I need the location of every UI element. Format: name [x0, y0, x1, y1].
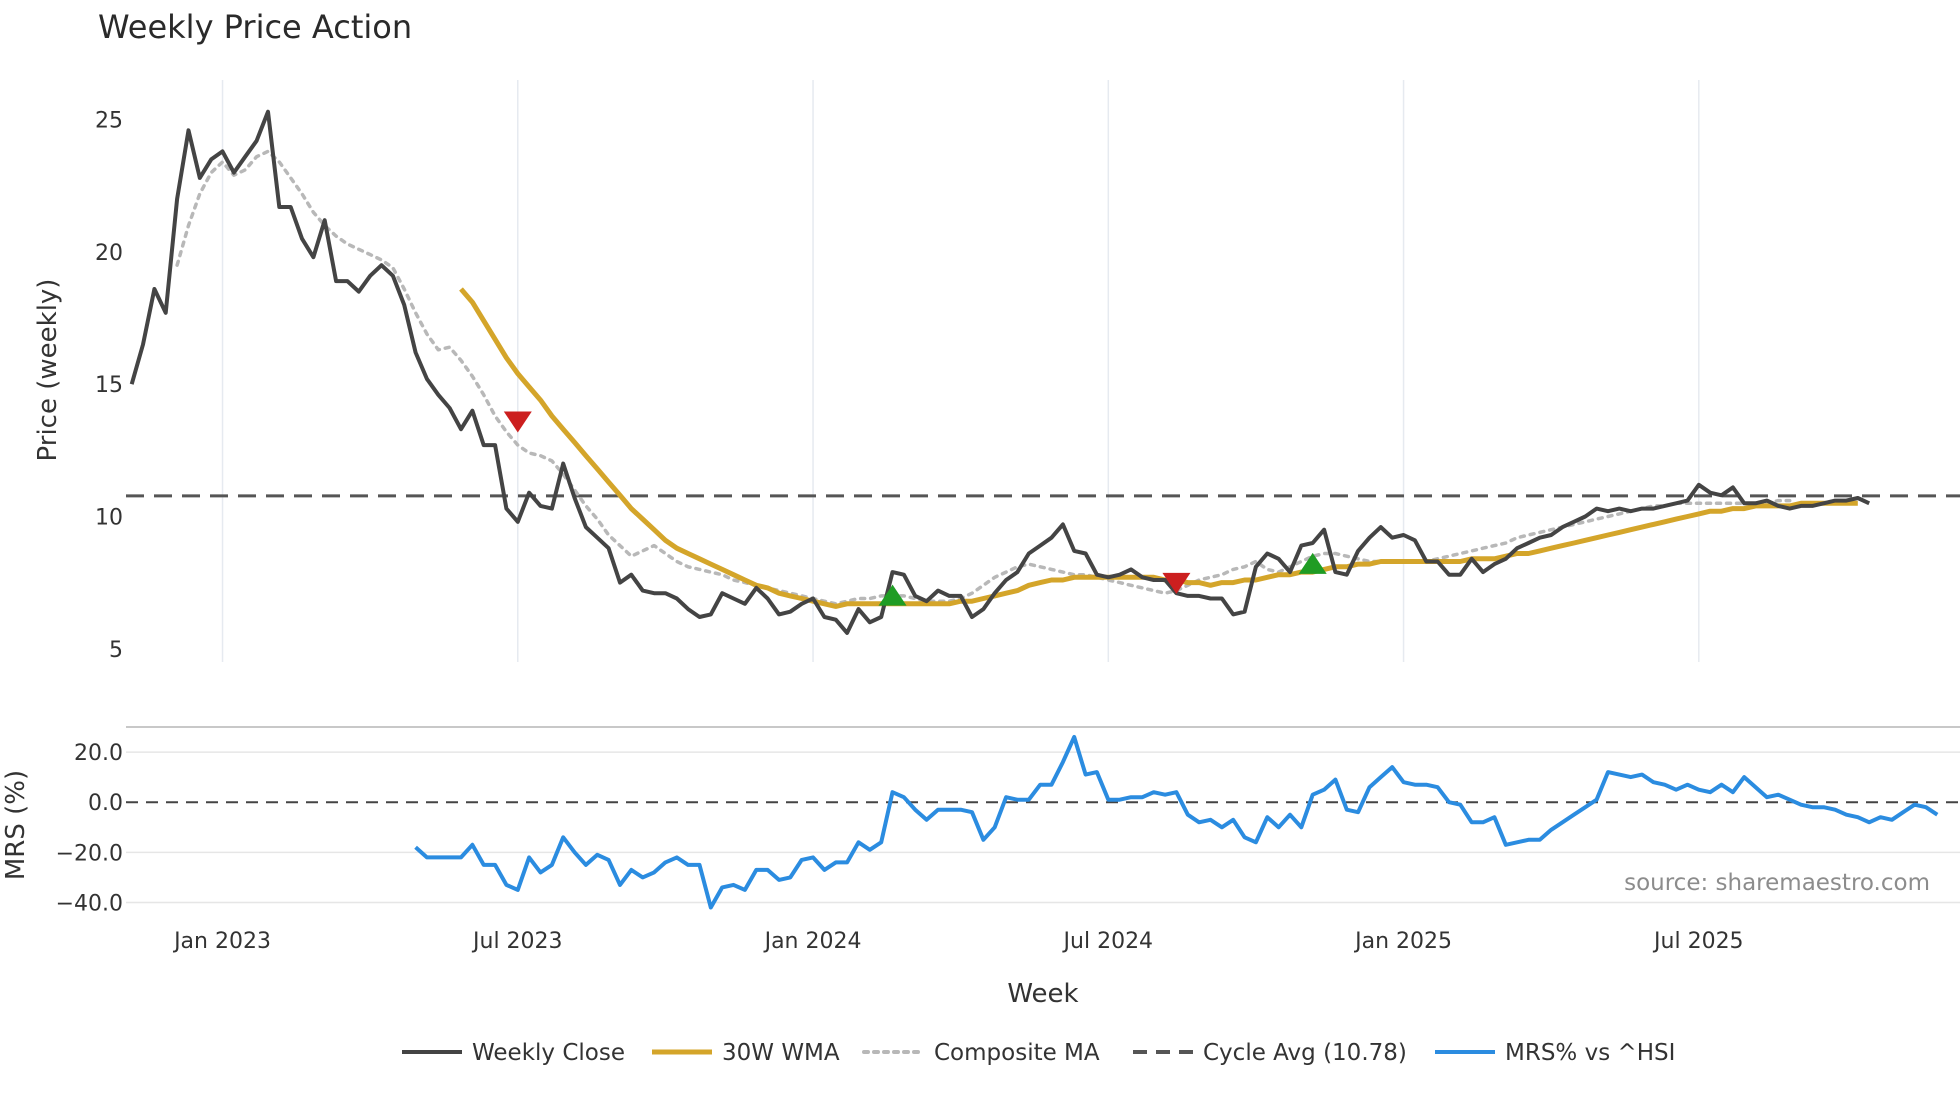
mrs-axis-label: MRS (%) — [1, 770, 31, 880]
mrs-y-tick: −40.0 — [56, 891, 123, 916]
price-y-tick: 5 — [109, 638, 123, 663]
mrs-panel: 20.0 0.0 −20.0 −40.0 MRS (%) source: sharem… — [1, 735, 1960, 916]
legend-label: 30W WMA — [722, 1040, 840, 1066]
price-y-tick: 20 — [95, 241, 123, 266]
sell-signal-marker — [1162, 572, 1191, 594]
mrs-y-tick: 0.0 — [88, 791, 123, 816]
mrs-vs-hsi-line — [414, 735, 1939, 910]
sell-signal-marker — [503, 411, 532, 433]
mrs-y-tick: −20.0 — [56, 841, 123, 866]
price-y-tick: 25 — [95, 109, 123, 134]
x-tick-label: Jan 2024 — [763, 929, 862, 954]
buy-signal-marker — [1298, 552, 1327, 574]
legend-label: Weekly Close — [472, 1040, 625, 1066]
legend-label: Cycle Avg (10.78) — [1203, 1040, 1407, 1066]
composite-ma-line — [175, 149, 1792, 606]
legend-item-weekly-close: Weekly Close — [402, 1040, 625, 1066]
legend: Weekly Close 30W WMA Composite MA Cycle Avg… — [402, 1040, 1675, 1066]
legend-label: MRS% vs ^HSI — [1505, 1040, 1675, 1066]
price-y-tick: 15 — [95, 373, 123, 398]
x-tick-label: Jul 2025 — [1652, 929, 1744, 954]
x-tick-label: Jul 2023 — [471, 929, 563, 954]
x-tick-label: Jul 2024 — [1062, 929, 1154, 954]
x-tick-label: Jan 2025 — [1353, 929, 1452, 954]
price-panel: 5 10 15 20 25 Price (weekly) — [33, 80, 1960, 663]
x-axis-label: Week — [1007, 979, 1078, 1009]
buy-signal-marker — [878, 584, 907, 606]
price-axis-label: Price (weekly) — [33, 279, 63, 462]
chart-title: Weekly Price Action — [98, 8, 412, 46]
x-tick-label: Jan 2023 — [172, 929, 271, 954]
legend-item-30w-wma: 30W WMA — [652, 1040, 840, 1066]
legend-label: Composite MA — [934, 1040, 1100, 1066]
legend-item-cycle-avg-10-78: Cycle Avg (10.78) — [1133, 1040, 1407, 1066]
weekly-close-line — [129, 109, 1871, 635]
legend-item-mrs-vs-hsi: MRS% vs ^HSI — [1435, 1040, 1675, 1066]
mrs-y-tick: 20.0 — [74, 741, 123, 766]
price-y-tick: 10 — [95, 506, 123, 531]
legend-item-composite-ma: Composite MA — [862, 1040, 1100, 1066]
source-annotation: source: sharemaestro.com — [1624, 870, 1930, 896]
